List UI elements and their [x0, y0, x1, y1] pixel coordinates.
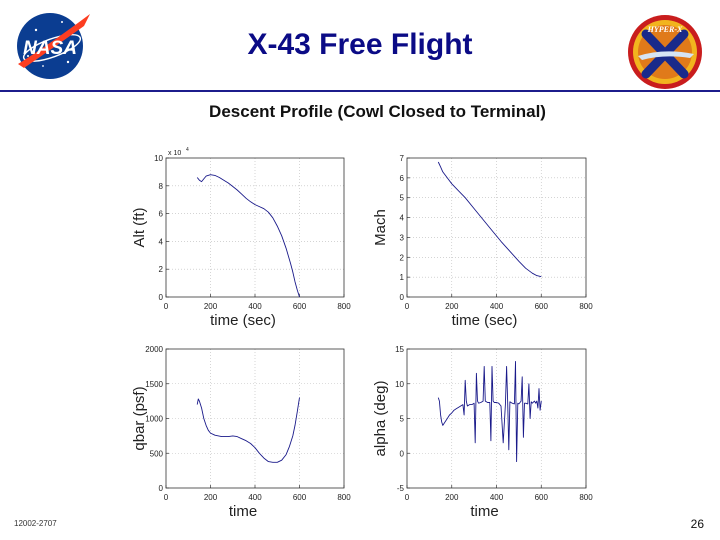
alt-ytick-label: 10 — [154, 154, 163, 163]
qbar-xtick-label: 0 — [164, 493, 169, 502]
nasa-logo: NASA — [17, 13, 90, 79]
alt-xtick-label: 800 — [337, 302, 351, 311]
qbar-xtick-label: 400 — [248, 493, 262, 502]
qbar-chart: 0 200 400 600 800 0 500 1000 1500 2000 time qbar (p… — [131, 345, 351, 520]
qbar-xtick-label: 600 — [293, 493, 307, 502]
alt-ytick-label: 6 — [159, 210, 164, 219]
mach-xtick-label: 600 — [535, 302, 549, 311]
mach-xtick-label: 0 — [405, 302, 410, 311]
mach-ytick-label: 6 — [400, 174, 405, 183]
alpha-ytick-label: 10 — [395, 380, 404, 389]
mach-ylabel: Mach — [372, 209, 389, 246]
alpha-ytick-label: 15 — [395, 345, 404, 354]
qbar-ytick-label: 500 — [150, 449, 164, 458]
alpha-xlabel: time — [470, 503, 498, 520]
figure-title: Descent Profile (Cowl Closed to Terminal… — [209, 102, 546, 121]
alt-ytick-label: 2 — [159, 265, 164, 274]
mach-xtick-label: 400 — [490, 302, 504, 311]
qbar-xlabel: time — [229, 503, 257, 520]
page-number: 26 — [690, 517, 704, 531]
mach-ytick-label: 4 — [400, 214, 405, 223]
alt-xtick-label: 200 — [204, 302, 218, 311]
qbar-series-line — [196, 397, 300, 463]
alpha-xtick-label: 200 — [445, 493, 459, 502]
mach-xlabel: time (sec) — [452, 312, 518, 329]
mach-ytick-label: 0 — [400, 293, 405, 302]
alpha-ytick-label: 0 — [400, 449, 405, 458]
alpha-xtick-label: 0 — [405, 493, 410, 502]
title-divider — [0, 90, 720, 92]
nasa-logo-text: NASA — [23, 38, 77, 59]
qbar-xtick-label: 200 — [204, 493, 218, 502]
alpha-xtick-label: 600 — [535, 493, 549, 502]
mach-chart: 0 200 400 600 800 0 1 2 3 4 5 6 7 time (sec) Mach — [372, 154, 593, 329]
alpha-ytick-label: 5 — [400, 415, 405, 424]
footer-id: 12002-2707 — [14, 519, 57, 528]
alpha-ylabel: alpha (deg) — [372, 381, 389, 457]
alt-ytick-label: 0 — [159, 293, 164, 302]
hyperx-logo: HYPER-X — [628, 15, 702, 89]
alt-xtick-label: 600 — [293, 302, 307, 311]
qbar-ylabel: qbar (psf) — [131, 386, 148, 450]
mach-xtick-label: 800 — [579, 302, 593, 311]
alt-ytick-label: 8 — [159, 182, 164, 191]
alpha-xtick-label: 800 — [579, 493, 593, 502]
alt-chart: 0 200 400 600 800 0 2 4 6 8 10 x 10 4 time (sec) Alt (… — [131, 147, 351, 329]
alt-ytick-label: 4 — [159, 237, 164, 246]
hyperx-logo-text: HYPER-X — [647, 25, 683, 34]
alt-xtick-label: 400 — [248, 302, 262, 311]
slide-title: X-43 Free Flight — [247, 28, 473, 61]
mach-ytick-label: 2 — [400, 253, 405, 262]
mach-xtick-label: 200 — [445, 302, 459, 311]
qbar-ytick-label: 1000 — [145, 415, 163, 424]
alpha-xtick-label: 400 — [490, 493, 504, 502]
qbar-ytick-label: 2000 — [145, 345, 163, 354]
alpha-series-line — [437, 361, 542, 463]
qbar-ytick-label: 0 — [159, 484, 164, 493]
mach-ytick-label: 7 — [400, 154, 405, 163]
alt-yscale-exponent: 4 — [186, 147, 189, 153]
mach-ytick-label: 3 — [400, 233, 405, 242]
alt-yscale-label: x 10 — [168, 150, 181, 157]
alt-series-line — [196, 174, 300, 298]
alpha-ytick-label: -5 — [397, 484, 405, 493]
qbar-ytick-label: 1500 — [145, 380, 163, 389]
mach-ytick-label: 5 — [400, 194, 405, 203]
alt-xtick-label: 0 — [164, 302, 169, 311]
alt-ylabel: Alt (ft) — [131, 207, 148, 247]
mach-ytick-label: 1 — [400, 273, 405, 282]
alt-xlabel: time (sec) — [210, 312, 276, 329]
qbar-xtick-label: 800 — [337, 493, 351, 502]
mach-series-line — [437, 161, 542, 278]
